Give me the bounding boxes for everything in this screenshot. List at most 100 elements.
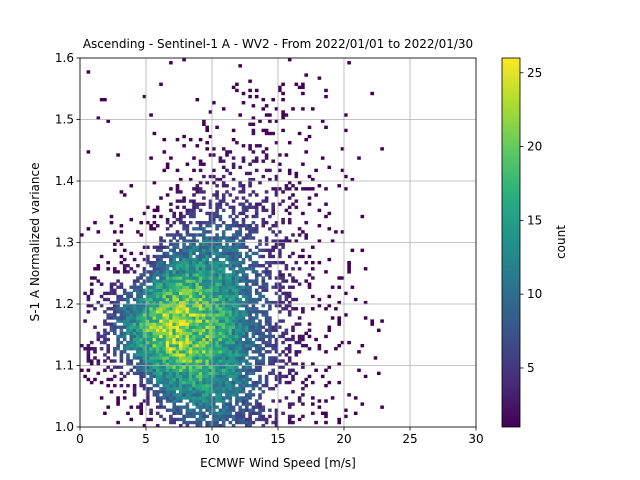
heatmap-cell: [254, 411, 259, 416]
heatmap-cell: [103, 411, 107, 416]
heatmap-cell: [159, 279, 163, 283]
heatmap-cell: [165, 288, 170, 293]
heatmap-cell: [221, 417, 226, 422]
heatmap-cell: [106, 365, 110, 369]
heatmap-cell: [258, 144, 262, 148]
heatmap-cell: [165, 273, 170, 277]
heatmap-cell: [212, 399, 216, 403]
heatmap-cell: [212, 371, 216, 376]
heatmap-cell: [149, 297, 153, 302]
heatmap-cell: [225, 322, 229, 326]
heatmap-cell: [254, 297, 259, 302]
heatmap-cell: [327, 227, 332, 231]
heatmap-cell: [202, 359, 206, 363]
heatmap-cell: [136, 347, 140, 351]
heatmap-cell: [208, 356, 213, 360]
heatmap-cell: [268, 168, 272, 173]
heatmap-cell: [225, 257, 229, 262]
heatmap-cell: [139, 220, 143, 225]
heatmap-cell: [172, 411, 176, 416]
heatmap-cell: [159, 282, 163, 286]
heatmap-cell: [179, 316, 183, 320]
heatmap-cell: [274, 242, 279, 246]
heatmap-cell: [212, 340, 216, 345]
heatmap-cell: [179, 393, 183, 397]
heatmap-cell: [235, 233, 239, 237]
heatmap-cell: [363, 374, 368, 379]
heatmap-cell: [278, 371, 282, 376]
heatmap-cell: [155, 273, 160, 277]
heatmap-cell: [205, 368, 209, 372]
heatmap-cell: [165, 251, 170, 256]
heatmap-cell: [185, 334, 190, 339]
heatmap-cell: [245, 420, 249, 425]
heatmap-cell: [205, 359, 209, 363]
heatmap-cell: [202, 122, 206, 126]
heatmap-cell: [301, 393, 305, 397]
heatmap-cell: [357, 156, 361, 160]
heatmap-cell: [271, 334, 275, 339]
heatmap-cell: [287, 359, 292, 363]
heatmap-cell: [122, 257, 127, 262]
heatmap-cell: [152, 353, 157, 357]
heatmap-cell: [278, 242, 282, 246]
heatmap-cell: [192, 414, 196, 419]
heatmap-cell: [238, 396, 242, 400]
heatmap-cell: [208, 313, 213, 317]
heatmap-cell: [149, 347, 153, 351]
heatmap-cell: [136, 325, 140, 329]
heatmap-cell: [185, 264, 190, 268]
heatmap-cell: [192, 310, 196, 314]
heatmap-cell: [192, 387, 196, 391]
heatmap-cell: [205, 276, 209, 280]
heatmap-cell: [370, 91, 374, 96]
heatmap-cell: [159, 307, 163, 311]
heatmap-cell: [241, 420, 246, 425]
heatmap-cell: [327, 211, 332, 216]
heatmap-cell: [221, 199, 226, 203]
heatmap-cell: [185, 300, 190, 305]
heatmap-cell: [324, 187, 328, 191]
heatmap-cell: [212, 291, 216, 296]
heatmap-cell: [192, 279, 196, 283]
heatmap-cell: [172, 353, 176, 357]
heatmap-cell: [146, 353, 150, 357]
heatmap-cell: [192, 245, 196, 249]
heatmap-cell: [344, 128, 348, 133]
heatmap-cell: [162, 353, 167, 357]
heatmap-cell: [241, 383, 246, 388]
heatmap-cell: [96, 264, 101, 268]
heatmap-cell: [182, 282, 186, 286]
heatmap-cell: [192, 343, 196, 348]
heatmap-cell: [248, 162, 252, 166]
heatmap-cell: [103, 328, 107, 332]
heatmap-cell: [377, 371, 381, 376]
heatmap-cell: [235, 322, 239, 326]
heatmap-cell: [142, 319, 147, 323]
heatmap-cell: [149, 359, 153, 363]
heatmap-cell: [251, 405, 256, 409]
heatmap-cell: [311, 411, 315, 416]
heatmap-cell: [182, 291, 186, 296]
heatmap-cell: [122, 322, 127, 326]
heatmap-cell: [119, 365, 124, 369]
heatmap-cell: [231, 368, 236, 372]
heatmap-cell: [159, 359, 163, 363]
heatmap-cell: [179, 304, 183, 308]
heatmap-cell: [202, 353, 206, 357]
heatmap-cell: [122, 319, 127, 323]
heatmap-cell: [146, 399, 150, 403]
y-tick-label: 1.1: [55, 359, 74, 373]
heatmap-cell: [172, 242, 176, 246]
heatmap-cell: [221, 245, 226, 249]
heatmap-cell: [119, 371, 124, 376]
heatmap-cell: [172, 282, 176, 286]
heatmap-cell: [311, 402, 315, 406]
heatmap-cell: [218, 242, 223, 246]
heatmap-cell: [198, 242, 203, 246]
heatmap-cell: [215, 208, 219, 213]
heatmap-cell: [291, 184, 295, 188]
heatmap-cell: [202, 396, 206, 400]
heatmap-cell: [297, 227, 302, 231]
heatmap-cell: [241, 260, 246, 265]
